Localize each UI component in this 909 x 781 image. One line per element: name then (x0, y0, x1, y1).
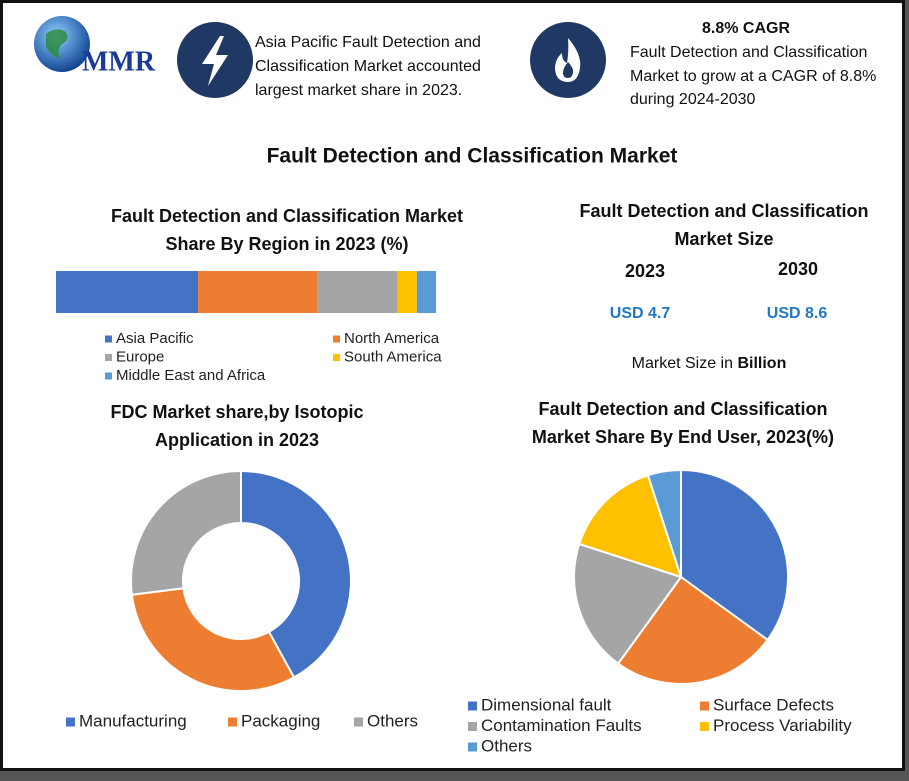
callout-line: Classification Market accounted (255, 58, 481, 75)
size-year: 2023 (625, 261, 665, 281)
size-title: Market Size (674, 229, 773, 249)
legend-swatch (700, 701, 709, 711)
icon-bolt (177, 22, 253, 98)
bar-segment (397, 271, 417, 313)
chart-title: Application in 2023 (155, 430, 319, 450)
size-year: 2030 (778, 259, 818, 279)
legend-swatch (354, 717, 363, 727)
main-title: Fault Detection and Classification Marke… (267, 145, 678, 168)
legend-swatch (468, 701, 477, 711)
size-note-unit: Billion (737, 355, 786, 372)
bar-segment (56, 271, 199, 313)
slice (616, 575, 769, 685)
bar-segment (416, 271, 436, 313)
logo: MMR (34, 16, 156, 77)
size-title: Fault Detection and Classification (579, 201, 868, 221)
legend-swatch (468, 742, 477, 752)
size-value: USD 8.6 (767, 305, 828, 322)
size-value: USD 4.7 (610, 305, 671, 322)
slice (573, 542, 683, 665)
callout-heading: 8.8% CAGR (702, 20, 790, 37)
legend-label: Asia Pacific (116, 330, 194, 347)
bar-segment (198, 271, 318, 313)
legend-label: Europe (116, 348, 164, 365)
legend-label: Contamination Faults (481, 716, 642, 735)
legend-swatch (228, 717, 237, 727)
legend-label: Others (481, 736, 532, 755)
slice (680, 468, 789, 642)
legend-label: Middle East and Africa (116, 367, 266, 384)
legend-label: South America (344, 348, 442, 365)
logo-text: MMR (82, 46, 156, 77)
size-note: Market Size in Billion (632, 355, 787, 372)
legend-swatch (105, 335, 112, 343)
flame (555, 38, 581, 82)
callout-line: Asia Pacific Fault Detection and (255, 34, 481, 51)
chart-title: Share By Region in 2023 (%) (165, 234, 408, 254)
legend-swatch (700, 722, 709, 731)
right-strip (904, 0, 909, 781)
legend-swatch (66, 717, 75, 727)
legend-swatch (333, 335, 340, 343)
callout-line: during 2024-2030 (630, 91, 756, 108)
legend-label: Surface Defects (713, 695, 834, 714)
flame-core (563, 62, 574, 78)
chart-title: Market Share By End User, 2023(%) (532, 427, 834, 447)
chart-title: Fault Detection and Classification Marke… (111, 206, 463, 226)
chart-title: Fault Detection and Classification (538, 399, 827, 419)
market-size: Fault Detection and Classification Marke… (579, 201, 868, 372)
legend-swatch (468, 722, 477, 731)
legend-label: North America (344, 330, 440, 347)
legend-label: Dimensional fault (481, 695, 612, 714)
legend-label: Process Variability (713, 716, 852, 735)
icon-flame (530, 22, 606, 98)
legend-label: Manufacturing (79, 711, 187, 730)
callout-line: Fault Detection and Classification (630, 44, 867, 61)
size-note-text: Market Size in (632, 355, 733, 372)
callout-line: Market to grow at a CAGR of 8.8% (630, 68, 876, 85)
slice (646, 468, 682, 578)
slice (240, 469, 352, 679)
chart-title: FDC Market share,by Isotopic (110, 402, 363, 422)
legend-swatch (333, 354, 340, 361)
bottom-strip (0, 770, 909, 781)
legend-swatch (105, 354, 112, 361)
legend-label: Packaging (241, 711, 320, 730)
legend-label: Others (367, 711, 418, 730)
slice (130, 587, 296, 692)
logo-land (46, 29, 68, 58)
bolt (202, 36, 228, 86)
bar-segment (317, 271, 398, 313)
slice (130, 469, 242, 596)
callout-line: largest market share in 2023. (255, 82, 462, 99)
legend-swatch (105, 372, 112, 380)
